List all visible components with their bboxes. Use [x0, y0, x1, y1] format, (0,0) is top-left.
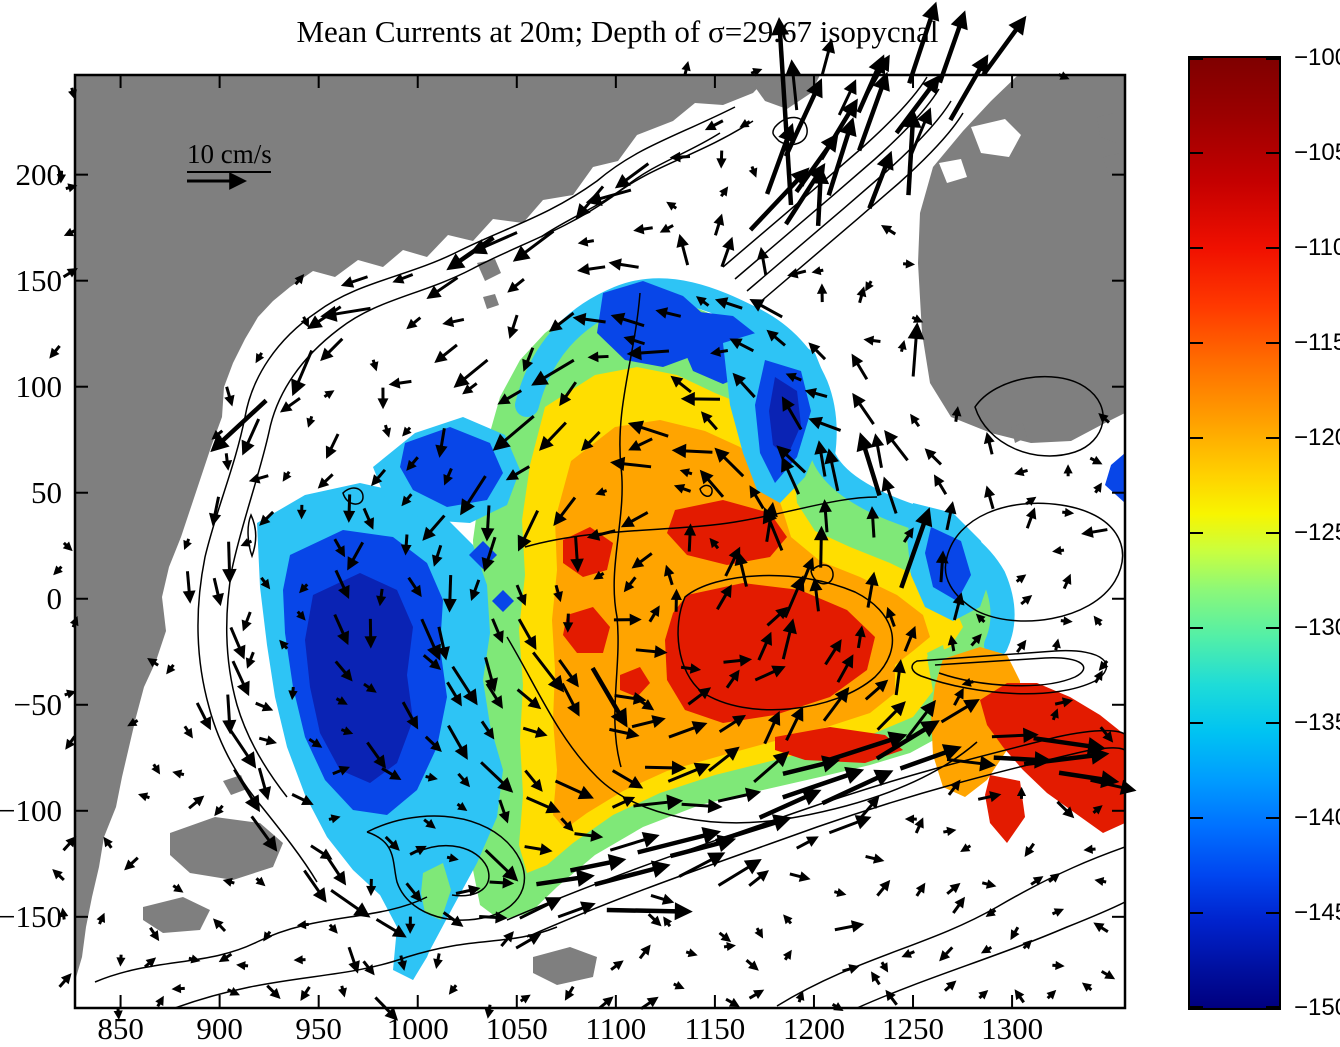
colorbar-tick — [1190, 912, 1203, 914]
y-tick-label: 0 — [47, 581, 63, 617]
scale-arrow-label: 10 cm/s — [187, 139, 272, 169]
scale-arrow-annotation: 10 cm/s — [187, 139, 272, 172]
y-tick-label: 100 — [16, 369, 63, 405]
colorbar-tick — [1266, 912, 1279, 914]
colorbar-tick — [1190, 722, 1203, 724]
arrow-head — [681, 61, 690, 71]
current-arrow — [63, 542, 73, 552]
y-tick-label: −50 — [14, 687, 62, 723]
colorbar-tick — [1190, 152, 1203, 154]
colorbar-tick-label: −115 — [1294, 329, 1340, 357]
arrow-head — [785, 59, 801, 76]
current-arrow — [64, 228, 75, 236]
colorbar-tick-label: −125 — [1294, 519, 1340, 547]
current-arrow — [681, 61, 690, 74]
y-tick-label: −100 — [0, 793, 62, 829]
colorbar-tick-label: −100 — [1294, 44, 1340, 72]
colorbar-tick — [1266, 532, 1279, 534]
colorbar-tick — [1190, 437, 1203, 439]
colorbar-tick-label: −130 — [1294, 614, 1340, 642]
colorbar-tick-label: −105 — [1294, 139, 1340, 167]
map-layers — [75, 75, 1125, 1008]
map-plot: 10 cm/s — [75, 75, 1125, 1008]
colorbar-tick — [1190, 1006, 1203, 1008]
y-tick-label: 150 — [16, 263, 63, 299]
colorbar-tick — [1266, 152, 1279, 154]
plot-title: Mean Currents at 20m; Depth of σ=29.67 i… — [0, 14, 1235, 50]
colorbar-tick — [1266, 627, 1279, 629]
y-tick-label: 200 — [16, 157, 63, 193]
colorbar-tick-label: −120 — [1294, 424, 1340, 452]
current-arrow — [65, 736, 75, 749]
colorbar-tick — [1190, 627, 1203, 629]
colorbar-tick — [1190, 532, 1203, 534]
colorbar-tick-label: −110 — [1294, 234, 1340, 262]
colorbar-tick-label: −140 — [1294, 804, 1340, 832]
colorbar-tick — [1190, 247, 1203, 249]
map-canvas: 10 cm/s — [75, 75, 1125, 1008]
y-axis-labels: 200 150 100 50 0 −50 −100 −150 — [0, 75, 62, 1008]
colorbar-labels: −100−105−110−115−120−125−130−135−140−145… — [1294, 56, 1340, 1010]
colorbar-tick — [1266, 722, 1279, 724]
colorbar-tick — [1190, 817, 1203, 819]
colorbar-tick-label: −150 — [1294, 994, 1340, 1022]
colorbar-tick — [1266, 58, 1279, 60]
colorbar-tick — [1266, 817, 1279, 819]
colorbar-tick-label: −135 — [1294, 709, 1340, 737]
y-tick-label: −150 — [0, 899, 62, 935]
colorbar-tick — [1266, 437, 1279, 439]
colorbar — [1188, 56, 1281, 1010]
colorbar-tick — [1266, 1006, 1279, 1008]
colorbar-tick-label: −145 — [1294, 899, 1340, 927]
colorbar-tick — [1190, 342, 1203, 344]
y-tick-label: 50 — [31, 475, 62, 511]
colorbar-tick — [1266, 342, 1279, 344]
colorbar-tick — [1190, 58, 1203, 60]
colorbar-tick — [1266, 247, 1279, 249]
